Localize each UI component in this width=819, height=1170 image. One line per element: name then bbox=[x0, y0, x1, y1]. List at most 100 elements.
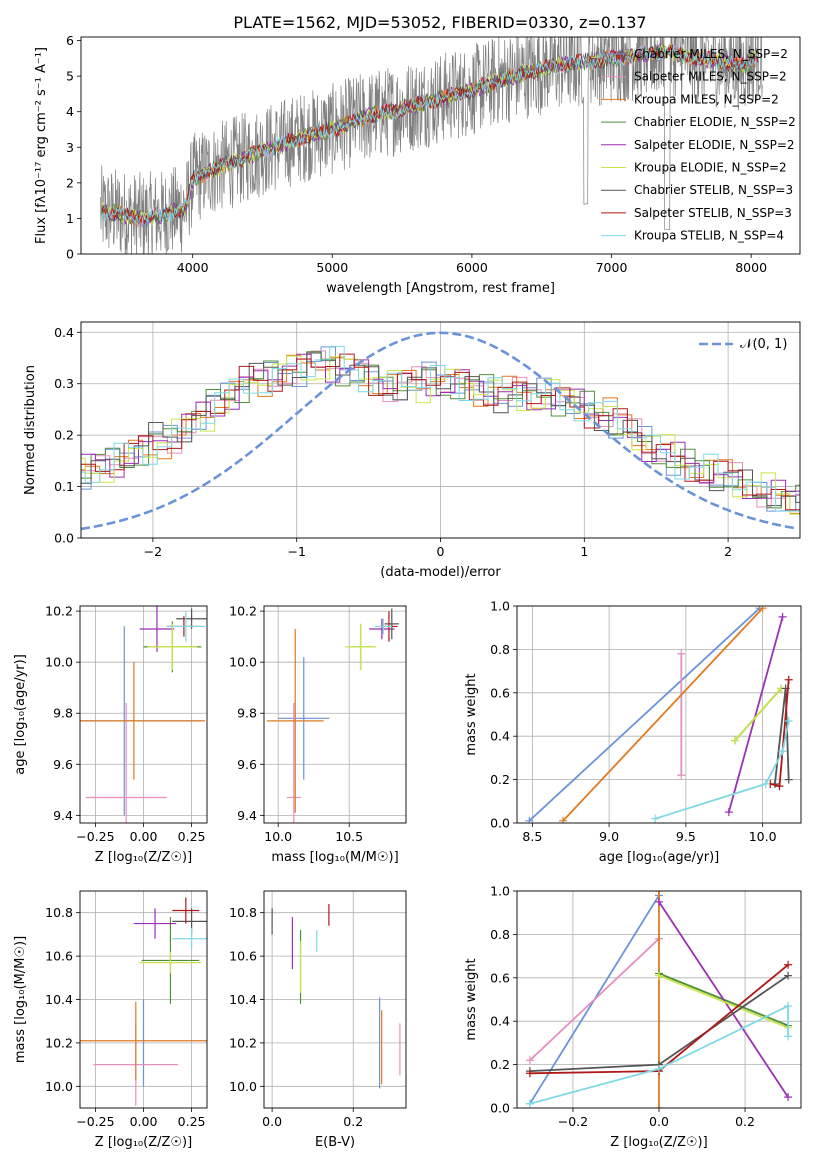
line-kroupa-miles bbox=[562, 607, 764, 822]
legend-entry: Salpeter ELODIE, N_SSP=2 bbox=[634, 138, 795, 152]
x-tick-label: −0.25 bbox=[76, 829, 114, 844]
line-salpeter-miles bbox=[529, 938, 660, 1061]
x-tick-label: 0.25 bbox=[178, 1114, 206, 1129]
x-tick-label: 0.0 bbox=[262, 1114, 282, 1129]
legend-entry: Kroupa ELODIE, N_SSP=2 bbox=[634, 161, 787, 175]
errorbars-age-vs-Z bbox=[80, 606, 207, 823]
y-tick-label: 9.8 bbox=[53, 706, 73, 721]
y-tick-label: 0.6 bbox=[490, 685, 510, 700]
y-tick-label: 10.6 bbox=[229, 949, 257, 964]
marker-kroupa-elodie bbox=[655, 971, 663, 980]
x-tick-label: 5000 bbox=[316, 260, 348, 275]
y-tick-label: 9.4 bbox=[237, 808, 257, 823]
axes-frame bbox=[516, 890, 802, 1109]
legend-entry: Kroupa MILES, N_SSP=2 bbox=[634, 92, 779, 106]
legend-entry: Chabrier MILES, N_SSP=2 bbox=[634, 47, 788, 61]
legend-entry: Salpeter STELIB, N_SSP=3 bbox=[634, 206, 792, 220]
line-kroupa-stelib bbox=[654, 720, 790, 820]
hist-kroupa-stelib bbox=[81, 345, 800, 512]
y-tick-label: 10.4 bbox=[45, 992, 73, 1007]
y-axis-label: mass [log₁₀(M/M☉)] bbox=[13, 936, 28, 1063]
x-tick-label: 0.00 bbox=[130, 1114, 158, 1129]
y-tick-label: 2 bbox=[66, 175, 74, 190]
x-axis-label: Z [log₁₀(Z/Z☉)] bbox=[95, 850, 192, 865]
line-kroupa-elodie bbox=[734, 687, 782, 742]
x-axis-label: E(B-V) bbox=[315, 1135, 355, 1150]
line-chabrier-miles bbox=[528, 607, 761, 822]
axes-frame bbox=[80, 321, 801, 539]
x-tick-label: 8000 bbox=[735, 260, 767, 275]
y-axis-label: mass weight bbox=[464, 958, 479, 1040]
x-tick-label: 6000 bbox=[456, 260, 488, 275]
x-axis-label: mass [log₁₀(M/M☉)] bbox=[271, 850, 398, 865]
x-tick-label: 0.0 bbox=[649, 1114, 669, 1129]
x-tick-label: 0.00 bbox=[130, 829, 158, 844]
panels: 4000 5000 6000 7000 8000 0 1 2 3 4 5 6 wavelength [A… bbox=[13, 33, 802, 1150]
spectrum-lines bbox=[100, 37, 763, 254]
y-tick-label: 0.6 bbox=[490, 970, 510, 985]
x-tick-label: 9.5 bbox=[676, 829, 696, 844]
y-axis-label: Flux [fλ10⁻¹⁷ erg cm⁻² s⁻¹ A⁻¹] bbox=[34, 47, 49, 244]
legend-entry: 𝒩(0, 1) bbox=[740, 337, 787, 352]
y-tick-label: 9.6 bbox=[53, 757, 73, 772]
marker-kroupa-miles bbox=[655, 891, 663, 895]
y-tick-label: 4 bbox=[66, 104, 74, 119]
y-tick-label: 0.3 bbox=[54, 376, 74, 391]
marker-chabrier-miles bbox=[525, 816, 534, 823]
marker-salpeter-elodie bbox=[778, 612, 787, 621]
hist-chabrier-miles bbox=[81, 346, 800, 512]
x-tick-label: 0 bbox=[437, 544, 445, 559]
x-tick-label: −2 bbox=[144, 544, 162, 559]
y-tick-label: 0.0 bbox=[490, 816, 510, 831]
x-tick-label: −1 bbox=[287, 544, 305, 559]
x-tick-label: 9.0 bbox=[599, 829, 619, 844]
marker-kroupa-miles bbox=[655, 1104, 663, 1108]
legend-entry: Chabrier ELODIE, N_SSP=2 bbox=[634, 115, 796, 129]
marker-salpeter-elodie bbox=[655, 897, 663, 906]
axes-frame bbox=[516, 605, 802, 824]
y-tick-label: 0.4 bbox=[54, 325, 74, 340]
x-tick-label: 0.25 bbox=[178, 829, 206, 844]
hist-salpeter-elodie bbox=[81, 353, 800, 514]
marker-salpeter-elodie bbox=[784, 1093, 793, 1102]
x-tick-label: 1 bbox=[580, 544, 588, 559]
axes-frame bbox=[80, 36, 801, 255]
y-tick-label: 10.6 bbox=[45, 949, 73, 964]
y-tick-label: 10.0 bbox=[229, 655, 257, 670]
histogram-steps bbox=[81, 331, 800, 531]
x-tick-label: 0.2 bbox=[343, 1114, 363, 1129]
hist-chabrier-stelib bbox=[81, 352, 800, 507]
marker-kroupa-miles bbox=[559, 816, 568, 823]
hist-chabrier-elodie bbox=[81, 351, 800, 509]
y-axis-label: mass weight bbox=[464, 673, 479, 755]
x-tick-label: 10.5 bbox=[335, 829, 363, 844]
marker-kroupa-stelib bbox=[525, 1099, 534, 1108]
marker-chabrier-stelib bbox=[784, 775, 793, 784]
marker-kroupa-elodie bbox=[730, 736, 739, 745]
axes-mass-vs-ebv: 0.0 0.2 10.0 10.2 10.4 10.6 10.8 bbox=[229, 891, 406, 1129]
x-axis-label: (data-model)/error bbox=[380, 565, 501, 580]
axes-frame bbox=[79, 890, 208, 1109]
marker-kroupa-stelib bbox=[651, 814, 660, 823]
axes-frame bbox=[79, 605, 208, 824]
legend-entry: Chabrier STELIB, N_SSP=3 bbox=[634, 183, 793, 197]
marker-salpeter-miles bbox=[677, 771, 686, 780]
marker-salpeter-miles bbox=[677, 649, 686, 658]
axes-frame bbox=[263, 605, 407, 824]
hist-kroupa-elodie bbox=[81, 355, 800, 515]
hist-salpeter-stelib bbox=[81, 353, 800, 517]
x-tick-label: 8.5 bbox=[522, 829, 542, 844]
errorbars-mass-vs-Z bbox=[80, 897, 207, 1106]
y-tick-label: 10.2 bbox=[229, 604, 257, 619]
marker-salpeter-stelib bbox=[784, 675, 793, 684]
axes-age-vs-mass: 10.0 10.5 9.4 9.6 9.8 10.0 10.2 bbox=[229, 604, 406, 844]
y-tick-label: 3 bbox=[66, 140, 74, 155]
y-tick-label: 6 bbox=[66, 33, 74, 48]
errorbars-mass-vs-ebv bbox=[271, 904, 401, 1089]
x-tick-label: 7000 bbox=[596, 260, 628, 275]
marker-salpeter-stelib bbox=[784, 960, 793, 969]
marker-kroupa-stelib bbox=[784, 717, 793, 726]
legend-entry: Kroupa STELIB, N_SSP=4 bbox=[634, 229, 784, 243]
y-axis-label: Normed distribution bbox=[23, 365, 38, 495]
marker-salpeter-elodie bbox=[724, 808, 733, 817]
